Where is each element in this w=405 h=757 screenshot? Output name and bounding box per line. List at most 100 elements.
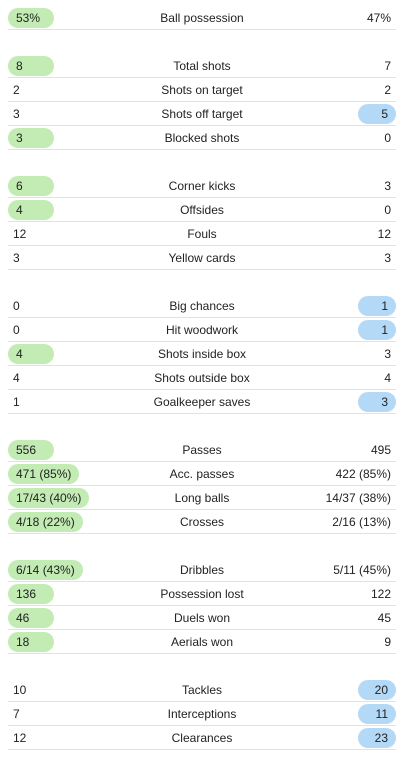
- stat-label: Goalkeeper saves: [153, 395, 251, 409]
- stat-label: Shots inside box: [157, 347, 247, 361]
- stat-label: Yellow cards: [168, 251, 236, 265]
- stat-label: Acc. passes: [169, 467, 235, 481]
- home-value: 12: [13, 227, 27, 241]
- home-value: 4/18 (22%): [8, 512, 83, 532]
- home-value: 46: [8, 608, 54, 628]
- stat-row: Blocked shots 3 0: [8, 127, 396, 150]
- stat-label: Fouls: [187, 227, 217, 241]
- stat-row: Acc. passes 471 (85%) 422 (85%): [8, 463, 396, 486]
- away-value: 422 (85%): [335, 467, 391, 481]
- stat-row: Tackles 10 20: [8, 679, 396, 702]
- home-value: 2: [13, 83, 20, 97]
- home-value: 3: [13, 107, 20, 121]
- stat-row: Interceptions 7 11: [8, 703, 396, 726]
- home-value: 53%: [8, 8, 54, 28]
- away-value: 1: [358, 320, 396, 340]
- stat-label: Possession lost: [160, 587, 244, 601]
- home-value: 471 (85%): [8, 464, 80, 484]
- home-value: 10: [13, 683, 27, 697]
- home-value: 17/43 (40%): [8, 488, 90, 508]
- stat-label: Total shots: [173, 59, 231, 73]
- away-value: 11: [358, 704, 396, 724]
- stat-row: Goalkeeper saves 1 3: [8, 391, 396, 414]
- home-value: 3: [8, 128, 54, 148]
- home-value: 0: [13, 299, 20, 313]
- home-value: 556: [8, 440, 54, 460]
- away-value: 1: [358, 296, 396, 316]
- away-value: 3: [384, 251, 391, 265]
- stat-row: Shots off target 3 5: [8, 103, 396, 126]
- home-value: 3: [13, 251, 20, 265]
- stat-row: Big chances 0 1: [8, 295, 396, 318]
- stat-label: Dribbles: [179, 563, 224, 577]
- stat-row: Dribbles 6/14 (43%) 5/11 (45%): [8, 559, 396, 582]
- home-value: 136: [8, 584, 54, 604]
- away-value: 0: [384, 131, 391, 145]
- stat-label: Clearances: [171, 731, 233, 745]
- home-value: 6: [8, 176, 54, 196]
- stat-row: Clearances 12 23: [8, 727, 396, 750]
- stat-label: Shots outside box: [154, 371, 250, 385]
- stat-label: Shots off target: [161, 107, 243, 121]
- home-value: 12: [13, 731, 27, 745]
- away-value: 45: [377, 611, 391, 625]
- away-value: 0: [384, 203, 391, 217]
- stat-label: Aerials won: [170, 635, 234, 649]
- stat-row: Hit woodwork 0 1: [8, 319, 396, 342]
- stat-label: Interceptions: [167, 707, 237, 721]
- stat-row: Corner kicks 6 3: [8, 175, 396, 198]
- stat-label: Big chances: [169, 299, 235, 313]
- away-value: 4: [384, 371, 391, 385]
- stat-row: Yellow cards 3 3: [8, 247, 396, 270]
- stat-row: Fouls 12 12: [8, 223, 396, 246]
- stat-row: Shots outside box 4 4: [8, 367, 396, 390]
- stat-row: Shots on target 2 2: [8, 79, 396, 102]
- away-value: 495: [370, 443, 391, 457]
- stat-label: Passes: [182, 443, 222, 457]
- stat-row: Total shots 8 7: [8, 55, 396, 78]
- home-value: 7: [13, 707, 20, 721]
- home-value: 18: [8, 632, 54, 652]
- away-value: 7: [384, 59, 391, 73]
- home-value: 4: [8, 200, 54, 220]
- away-value: 2: [384, 83, 391, 97]
- away-value: 122: [370, 587, 391, 601]
- away-value: 5: [358, 104, 396, 124]
- stat-label: Hit woodwork: [165, 323, 239, 337]
- stat-label: Long balls: [174, 491, 230, 505]
- stat-label: Blocked shots: [164, 131, 240, 145]
- away-value: 3: [358, 392, 396, 412]
- stat-label: Corner kicks: [168, 179, 236, 193]
- away-value: 14/37 (38%): [325, 491, 391, 505]
- stat-label: Crosses: [179, 515, 224, 529]
- stat-row: Passes 556 495: [8, 439, 396, 462]
- home-value: 8: [8, 56, 54, 76]
- home-value: 4: [8, 344, 54, 364]
- stat-label: Duels won: [173, 611, 231, 625]
- stat-row: Aerials won 18 9: [8, 631, 396, 654]
- stat-label: Ball possession: [160, 11, 244, 25]
- away-value: 9: [384, 635, 391, 649]
- stat-row: Offsides 4 0: [8, 199, 396, 222]
- away-value: 47%: [366, 11, 391, 25]
- stat-row: Shots inside box 4 3: [8, 343, 396, 366]
- home-value: 4: [13, 371, 20, 385]
- home-value: 1: [13, 395, 20, 409]
- away-value: 5/11 (45%): [333, 563, 391, 577]
- stat-row: Duels won 46 45: [8, 607, 396, 630]
- stat-label: Offsides: [180, 203, 224, 217]
- home-value: 6/14 (43%): [8, 560, 83, 580]
- stat-row: Long balls 17/43 (40%) 14/37 (38%): [8, 487, 396, 510]
- stat-label: Tackles: [181, 683, 222, 697]
- away-value: 2/16 (13%): [332, 515, 391, 529]
- stat-label: Shots on target: [161, 83, 243, 97]
- stat-row: Crosses 4/18 (22%) 2/16 (13%): [8, 511, 396, 534]
- home-value: 0: [13, 323, 20, 337]
- away-value: 3: [384, 179, 391, 193]
- away-value: 3: [384, 347, 391, 361]
- away-value: 23: [358, 728, 396, 748]
- away-value: 20: [358, 680, 396, 700]
- stat-row: Ball possession 53% 47%: [8, 7, 396, 30]
- away-value: 12: [377, 227, 391, 241]
- stat-row: Possession lost 136 122: [8, 583, 396, 606]
